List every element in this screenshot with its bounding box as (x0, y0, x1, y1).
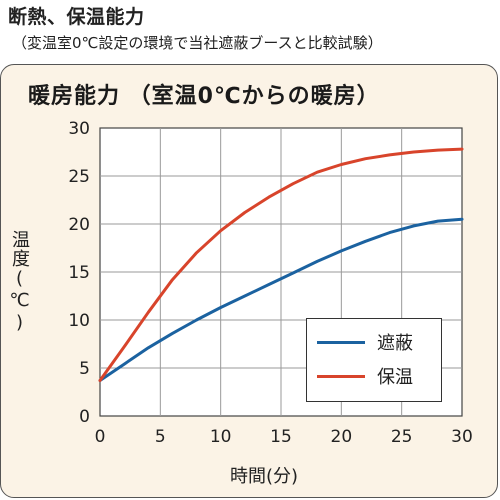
legend-label-insulation: 保温 (377, 367, 413, 388)
x-tick-label-30: 30 (451, 427, 473, 447)
page-subheading: （変温室0℃設定の環境で当社遮蔽ブースと比較試験） (12, 34, 383, 52)
tick-labels: 0 5 10 15 20 25 30 0 5 10 15 20 25 30 (68, 119, 472, 447)
grid-lines (100, 128, 462, 416)
legend-swatch-insulation (317, 374, 365, 378)
legend-item-shield: 遮蔽 (317, 329, 413, 355)
y-tick-label-0: 0 (79, 407, 90, 427)
x-tick-label-25: 25 (391, 427, 413, 447)
legend: 遮蔽 保温 (306, 318, 442, 402)
y-tick-label-5: 5 (79, 359, 90, 379)
y-tick-label-20: 20 (68, 215, 90, 235)
series-line-0 (98, 217, 464, 382)
series-line-1 (98, 147, 464, 382)
x-tick-label-20: 20 (331, 427, 353, 447)
series-lines (98, 147, 464, 382)
y-axis-label: 温度(℃) (9, 230, 30, 334)
y-tick-label-10: 10 (68, 311, 90, 331)
x-tick-label-5: 5 (155, 427, 166, 447)
y-tick-label-25: 25 (68, 167, 90, 187)
legend-label-shield: 遮蔽 (377, 333, 413, 354)
legend-item-insulation: 保温 (317, 363, 413, 389)
x-tick-label-10: 10 (210, 427, 232, 447)
y-tick-label-30: 30 (68, 119, 90, 139)
x-tick-label-15: 15 (270, 427, 292, 447)
x-axis-label: 時間(分) (230, 466, 299, 487)
legend-swatch-shield (317, 340, 365, 344)
x-tick-label-0: 0 (95, 427, 106, 447)
page-heading: 断熱、保温能力 (8, 6, 145, 28)
y-tick-label-15: 15 (68, 263, 90, 283)
chart-title: 暖房能力 （室温0℃からの暖房） (28, 84, 380, 109)
